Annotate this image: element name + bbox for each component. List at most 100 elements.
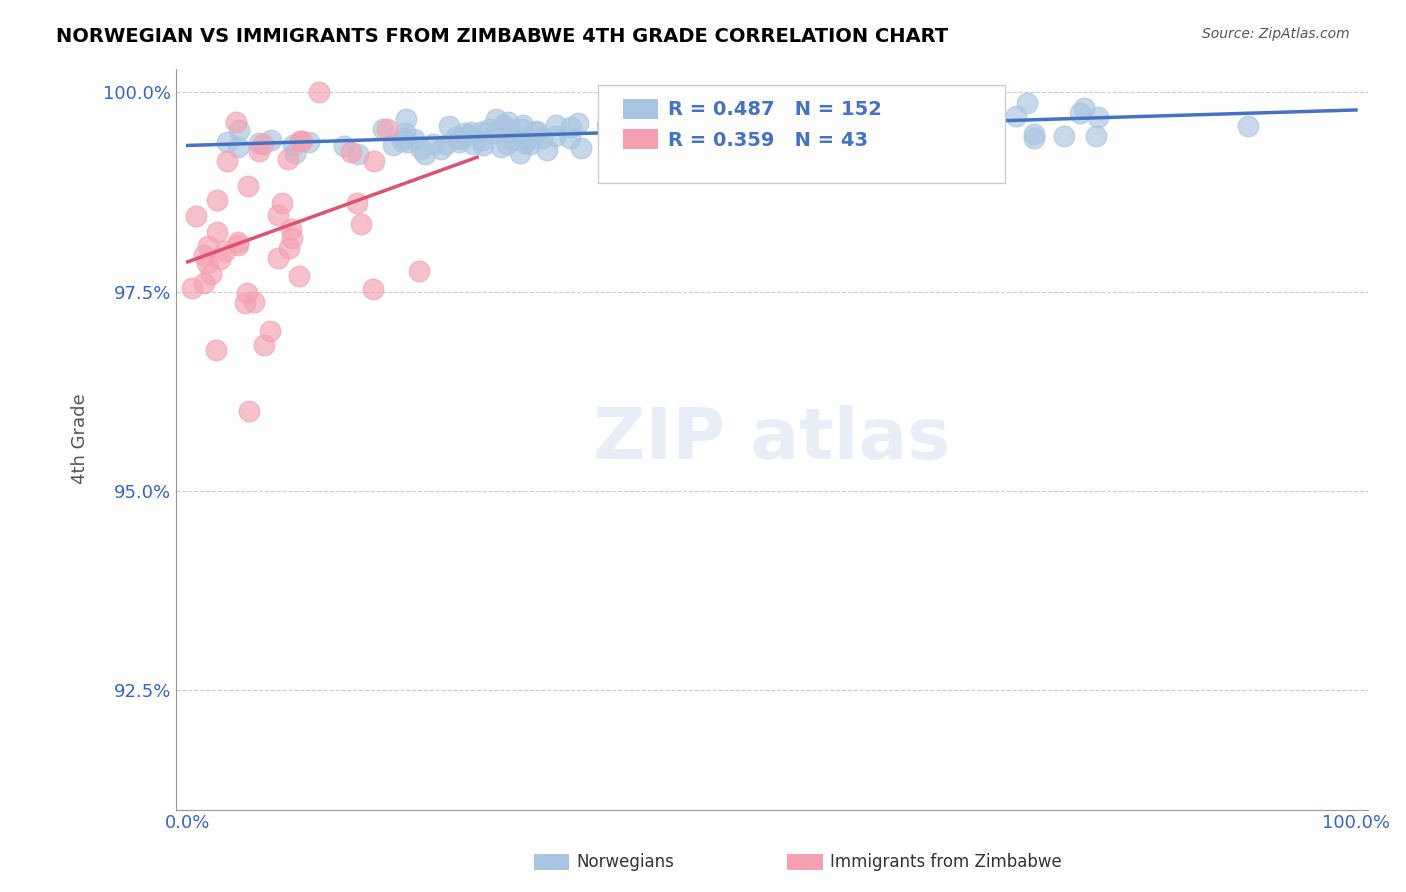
Text: ZIP atlas: ZIP atlas [593,405,950,474]
Point [702,119,724,133]
Point [1024,127,1046,141]
Point [270,195,292,210]
Point [205,343,228,357]
Point [569,141,592,155]
Point [434,137,457,152]
Point [980,94,1002,108]
Point [614,126,637,140]
Point [754,102,776,116]
Point [381,137,404,152]
Point [205,226,228,240]
Point [602,139,624,153]
Point [637,120,659,135]
Point [858,122,880,136]
Point [409,142,432,156]
Point [519,136,541,151]
Point [1084,128,1107,143]
Point [683,126,706,140]
Point [267,207,290,221]
Point [228,140,250,154]
Point [460,125,482,139]
Point [217,135,239,149]
Point [710,135,733,149]
Point [918,124,941,138]
Point [283,138,305,153]
Point [470,125,492,139]
Point [228,235,250,250]
Point [510,122,533,136]
Point [883,107,905,121]
Point [665,120,688,134]
Point [205,193,228,207]
Point [350,218,373,232]
Point [259,133,281,147]
Point [347,146,370,161]
Point [513,136,536,151]
Point [675,134,697,148]
Point [612,140,634,154]
Point [363,153,385,168]
Point [197,256,219,270]
Point [778,122,800,136]
Point [499,125,522,139]
Point [437,120,460,134]
Point [280,231,302,245]
Point [499,122,522,136]
Point [724,117,747,131]
Point [287,269,309,284]
Point [404,132,426,146]
Point [197,239,219,253]
Point [193,276,215,290]
Point [616,125,638,139]
Point [787,125,810,139]
Point [444,130,467,145]
Point [277,241,299,255]
Point [236,179,259,194]
Point [651,121,673,136]
Point [392,131,415,145]
Point [395,112,418,127]
Point [1017,96,1039,111]
Text: R = 0.487   N = 152: R = 0.487 N = 152 [668,100,882,120]
Point [889,114,911,128]
Point [509,145,531,160]
Point [247,136,270,150]
Point [776,105,799,120]
Point [333,139,356,153]
Point [794,129,817,144]
Point [413,147,436,161]
Point [408,264,430,278]
Point [471,133,494,147]
Y-axis label: 4th Grade: 4th Grade [72,393,89,484]
Point [253,338,276,352]
Point [827,116,849,130]
Point [449,136,471,150]
Point [200,267,222,281]
Point [217,154,239,169]
Point [801,116,824,130]
Point [761,113,783,128]
Point [596,118,619,132]
Point [664,122,686,136]
Point [396,135,419,149]
Text: Immigrants from Zimbabwe: Immigrants from Zimbabwe [830,853,1062,871]
Point [243,294,266,309]
Point [236,285,259,300]
Point [877,118,900,132]
Point [471,137,494,152]
Point [669,127,692,141]
Point [181,281,204,295]
Point [489,140,512,154]
Point [735,117,758,131]
Point [524,125,547,139]
Point [536,143,558,157]
Point [725,111,748,125]
Point [284,145,307,160]
Point [763,120,786,134]
Point [531,131,554,145]
Point [742,113,765,128]
Point [706,115,728,129]
Point [766,114,789,128]
Point [226,237,249,252]
Point [277,152,299,166]
